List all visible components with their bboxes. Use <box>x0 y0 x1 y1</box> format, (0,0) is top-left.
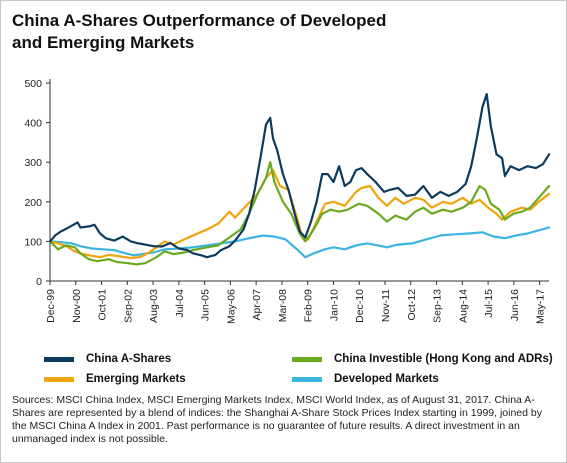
x-tick-label: May-06 <box>225 289 237 324</box>
x-tick-label: Jul-04 <box>174 289 186 318</box>
legend-swatch-china-a-shares <box>44 356 74 362</box>
legend-item-china-a-shares: China A-Shares <box>44 351 171 367</box>
china-a-shares-line <box>49 93 551 259</box>
x-tick-label: Aug-03 <box>148 289 160 323</box>
x-tick-label: Dec-10 <box>354 289 366 323</box>
chart-title: China A-Shares Outperformance of Develop… <box>12 11 387 52</box>
line-chart: 0 100 200 300 400 500 Dec-99 Nov-00 Oct-01 Sep-02… <box>24 78 551 324</box>
x-tick-label: Nov-00 <box>71 289 83 323</box>
developed-markets-line <box>49 226 551 259</box>
emerging-markets-line <box>49 169 551 260</box>
x-tick-label: Aug-14 <box>457 289 469 323</box>
china-investible-line <box>49 161 551 266</box>
x-tick-label: Sep-13 <box>432 289 444 323</box>
x-tick-label: Oct-12 <box>406 289 418 321</box>
x-tick-label: May-17 <box>535 289 547 324</box>
y-tick-label: 200 <box>24 197 42 209</box>
y-tick-label: 500 <box>24 78 42 90</box>
source-note: Sources: MSCI China Index, MSCI Emerging… <box>12 394 542 445</box>
legend-item-china-investible: China Investible (Hong Kong and ADRs) <box>292 351 553 367</box>
x-tick-label: Jul-15 <box>483 289 495 318</box>
legend-item-emerging-markets: Emerging Markets <box>44 371 186 387</box>
x-tick-label: Oct-01 <box>97 289 109 321</box>
legend-label-china-investible: China Investible (Hong Kong and ADRs) <box>334 353 553 365</box>
y-tick-label: 300 <box>24 157 42 169</box>
x-tick-label: Feb-09 <box>303 289 315 322</box>
legend-label-emerging-markets: Emerging Markets <box>86 373 186 385</box>
x-tick-label: Nov-11 <box>380 289 392 322</box>
legend-label-developed-markets: Developed Markets <box>334 373 439 385</box>
x-tick-label: Jun-16 <box>509 289 521 321</box>
legend-swatch-china-investible <box>292 356 322 362</box>
y-tick-label: 100 <box>24 236 42 248</box>
y-tick-label: 400 <box>24 118 42 130</box>
legend-label-china-a-shares: China A-Shares <box>86 353 172 365</box>
x-tick-label: Mar-08 <box>277 289 289 322</box>
x-tick-label: Sep-02 <box>122 289 134 323</box>
legend-swatch-developed-markets <box>292 376 322 382</box>
legend-item-developed-markets: Developed Markets <box>292 371 439 387</box>
x-tick-label: Jan-10 <box>328 289 340 321</box>
x-tick-label: Apr-07 <box>251 289 263 321</box>
y-tick-label: 0 <box>36 276 42 288</box>
x-tick-label: Dec-99 <box>45 289 57 323</box>
x-tick-label: Jun-05 <box>200 289 212 321</box>
legend-swatch-emerging-markets <box>44 376 74 382</box>
